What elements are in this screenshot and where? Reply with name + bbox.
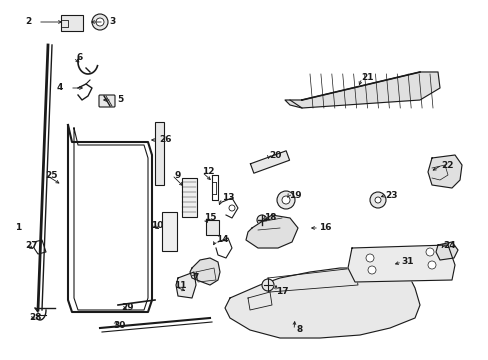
Text: 13: 13 [221,194,234,202]
Text: 15: 15 [203,213,216,222]
Text: 26: 26 [159,135,171,144]
Text: 14: 14 [215,235,228,244]
Polygon shape [427,155,461,188]
Polygon shape [285,72,439,108]
Circle shape [282,196,289,204]
Text: 12: 12 [202,167,214,176]
Text: 7: 7 [192,274,199,283]
Circle shape [262,279,273,291]
Text: 28: 28 [29,314,41,323]
Polygon shape [245,215,297,248]
Circle shape [92,14,108,30]
Text: 23: 23 [385,190,397,199]
Text: 30: 30 [114,320,126,329]
Circle shape [276,191,294,209]
Text: 10: 10 [150,220,163,230]
Circle shape [427,261,435,269]
Text: 6: 6 [77,54,83,63]
Text: 27: 27 [26,240,38,249]
Polygon shape [190,258,220,285]
Text: 25: 25 [46,171,58,180]
Text: 11: 11 [173,282,186,291]
Text: 17: 17 [275,288,288,297]
Circle shape [257,215,266,225]
FancyBboxPatch shape [61,15,83,31]
Polygon shape [347,245,454,282]
Text: 4: 4 [57,84,63,93]
Circle shape [425,248,433,256]
Polygon shape [435,242,457,260]
Text: 3: 3 [109,18,115,27]
Text: 1: 1 [15,224,21,233]
Circle shape [374,197,380,203]
Text: 20: 20 [268,150,281,159]
Text: 22: 22 [441,161,453,170]
Text: 31: 31 [401,257,413,266]
Text: 24: 24 [443,240,455,249]
Text: 9: 9 [174,171,181,180]
FancyBboxPatch shape [181,177,196,216]
Circle shape [367,266,375,274]
FancyBboxPatch shape [205,220,218,234]
Circle shape [365,254,373,262]
FancyBboxPatch shape [154,122,163,184]
Polygon shape [250,151,289,173]
Text: 2: 2 [25,18,31,27]
Text: 8: 8 [296,325,303,334]
FancyBboxPatch shape [161,211,176,251]
Circle shape [369,192,385,208]
Polygon shape [176,272,196,298]
Circle shape [228,205,235,211]
Text: 5: 5 [117,95,123,104]
Text: 29: 29 [122,303,134,312]
Text: 18: 18 [263,213,276,222]
Polygon shape [224,268,419,338]
Circle shape [96,18,104,26]
FancyBboxPatch shape [99,95,115,107]
Text: 16: 16 [318,224,330,233]
Text: 21: 21 [361,73,373,82]
Text: 19: 19 [288,190,301,199]
